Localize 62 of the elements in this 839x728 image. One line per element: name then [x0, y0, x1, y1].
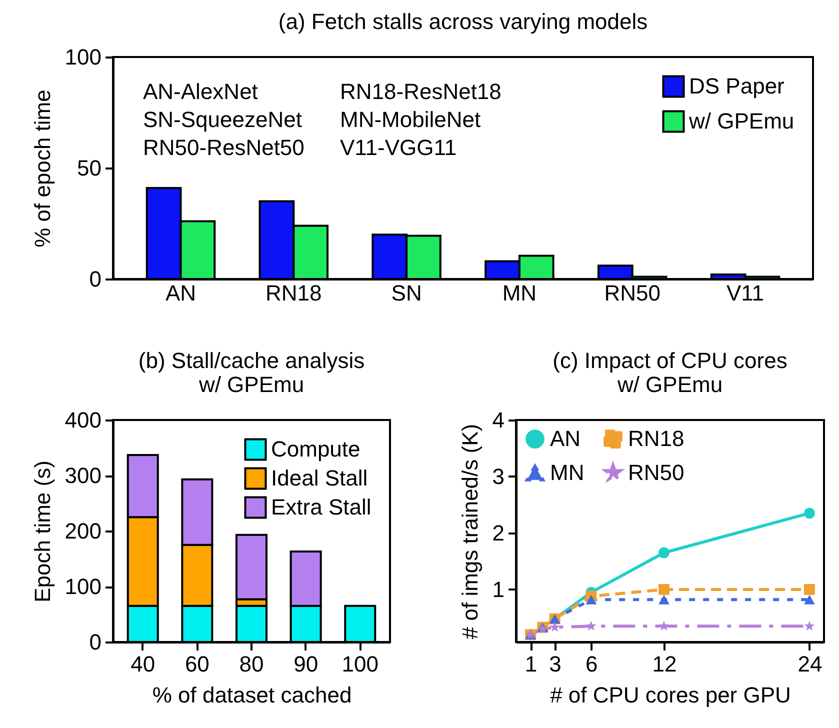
y-axis-title: % of epoch time	[30, 90, 55, 248]
legend-label: w/ GPEmu	[688, 108, 794, 134]
y-tick-label: 100	[64, 574, 102, 599]
point	[804, 620, 815, 631]
chart-title: (b) Stall/cache analysis w/ GPEmu	[138, 348, 365, 397]
point	[658, 620, 670, 631]
legend-label: Compute	[271, 436, 360, 462]
chart-title: (c) Impact of CPU cores w/ GPEmu	[552, 348, 788, 397]
x-tick-label: 24	[798, 652, 822, 676]
y-tick-label: 400	[64, 408, 102, 432]
x-tick-label: 12	[652, 652, 677, 676]
x-tick-label: 6	[586, 652, 598, 676]
y-tick-label: 0	[89, 630, 102, 654]
point	[804, 594, 815, 604]
y-tick-label: 300	[64, 463, 102, 488]
chart-title: (a) Fetch stalls across varying models	[278, 9, 648, 34]
y-tick-label: 3	[492, 464, 504, 489]
y-axis-title: Epoch time (s)	[30, 460, 55, 602]
x-tick-label: RN50	[604, 280, 660, 306]
y-tick-label: 4	[492, 408, 504, 432]
x-axis-title: % of dataset cached	[152, 682, 352, 708]
legend-label: MN	[550, 460, 584, 485]
x-tick-label: 100	[342, 652, 378, 676]
x-tick-label: SN	[391, 280, 422, 306]
y-axis-title: # of imgs trained/s (K)	[457, 424, 482, 640]
x-tick-label: 3	[549, 652, 562, 676]
annotation: RN18-ResNet18	[340, 79, 502, 104]
point	[586, 594, 597, 604]
annotation: V11-VGG11	[340, 135, 457, 160]
x-tick-label: RN18	[266, 280, 322, 306]
y-tick-label: 100	[64, 44, 102, 70]
legend-label: Ideal Stall	[271, 466, 368, 490]
legend-label: Extra Stall	[271, 494, 372, 520]
x-tick-label: 80	[239, 652, 264, 676]
point	[658, 547, 670, 558]
legend-label: DS Paper	[689, 74, 784, 98]
annotation: RN50-ResNet50	[143, 135, 304, 160]
x-tick-label: 60	[184, 652, 210, 676]
y-tick-label: 200	[64, 518, 102, 544]
x-axis-title: # of CPU cores per GPU	[550, 682, 791, 708]
point	[804, 584, 815, 595]
x-tick-label: 1	[524, 652, 538, 676]
annotation: MN-MobileNet	[340, 107, 481, 132]
y-tick-label: 2	[492, 520, 504, 546]
point	[658, 584, 670, 595]
point	[804, 508, 815, 519]
annotation: AN-AlexNet	[143, 79, 258, 104]
x-tick-label: 40	[130, 652, 156, 676]
x-tick-label: 90	[294, 652, 318, 676]
point	[658, 594, 670, 604]
y-tick-label: 1	[492, 576, 504, 602]
y-tick-label: 0	[89, 266, 102, 292]
y-tick-label: 50	[77, 156, 102, 180]
point	[550, 622, 560, 632]
legend-label: AN	[550, 426, 581, 452]
point	[586, 620, 596, 631]
legend-label: RN18	[628, 426, 684, 452]
x-tick-label: AN	[165, 280, 196, 306]
x-tick-label: V11	[726, 280, 764, 306]
annotation: SN-SqueezeNet	[143, 107, 302, 132]
legend-label: RN50	[628, 460, 684, 485]
x-tick-label: MN	[502, 280, 537, 306]
